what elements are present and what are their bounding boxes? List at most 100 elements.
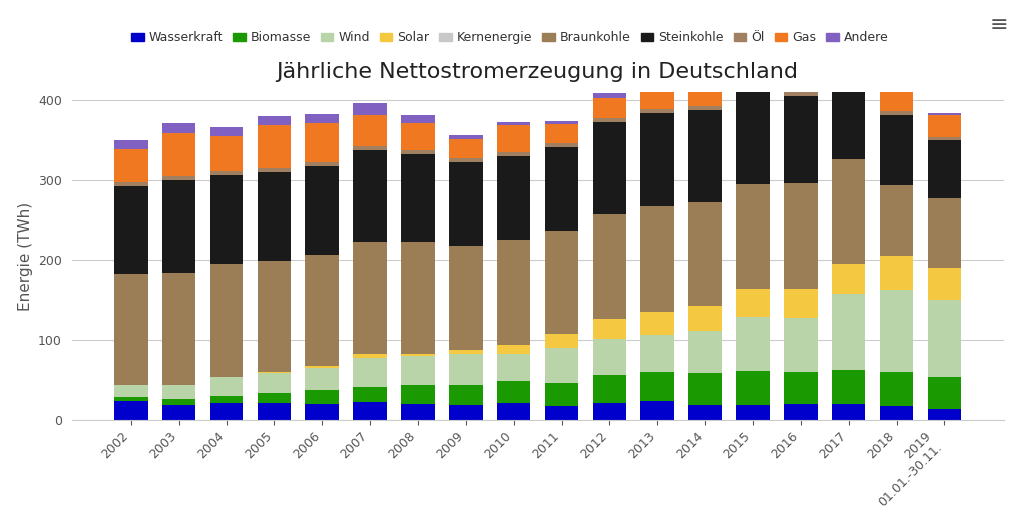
Bar [688, 110, 722, 202]
Bar [305, 366, 339, 368]
Bar [831, 89, 865, 159]
Bar [784, 71, 817, 75]
Bar [401, 404, 435, 420]
Bar [831, 404, 865, 420]
Bar [210, 396, 244, 403]
Bar [880, 87, 913, 90]
Bar [880, 372, 913, 406]
Bar [450, 350, 482, 354]
Bar [688, 81, 722, 84]
Bar [928, 268, 962, 300]
Bar [450, 135, 482, 139]
Bar [880, 115, 913, 185]
Bar [928, 137, 962, 140]
Bar [688, 202, 722, 306]
Bar [353, 357, 387, 387]
Bar [114, 386, 147, 397]
Bar [928, 377, 962, 409]
Bar [880, 290, 913, 372]
Bar [210, 127, 244, 136]
Bar [401, 386, 435, 404]
Bar [497, 156, 530, 240]
Text: ≡: ≡ [990, 15, 1009, 35]
Bar [640, 113, 674, 206]
Bar [401, 353, 435, 356]
Bar [784, 404, 817, 420]
Bar [831, 264, 865, 294]
Bar [114, 149, 147, 182]
Bar [497, 122, 530, 125]
Bar [450, 385, 482, 404]
Bar [593, 118, 626, 122]
Bar [736, 317, 770, 371]
Bar [640, 312, 674, 335]
Bar [162, 273, 196, 386]
Bar [258, 372, 291, 373]
Bar [162, 404, 196, 420]
Bar [928, 409, 962, 420]
Bar [593, 403, 626, 420]
Bar [880, 90, 913, 111]
Bar [688, 306, 722, 331]
Bar [640, 335, 674, 372]
Bar [784, 317, 817, 372]
Bar [401, 154, 435, 242]
Bar [688, 331, 722, 373]
Bar [593, 319, 626, 339]
Bar [736, 73, 770, 88]
Bar [784, 372, 817, 404]
Legend: Wasserkraft, Biomasse, Wind, Solar, Kernenergie, Braunkohle, Steinkohle, Öl, Gas: Wasserkraft, Biomasse, Wind, Solar, Kern… [126, 26, 893, 49]
Bar [353, 150, 387, 242]
Bar [545, 333, 579, 348]
Bar [401, 356, 435, 386]
Bar [688, 373, 722, 404]
Bar [497, 240, 530, 345]
Bar [736, 71, 770, 73]
Bar [545, 146, 579, 231]
Bar [450, 246, 482, 350]
Bar [210, 136, 244, 172]
Bar [640, 206, 674, 312]
Bar [114, 397, 147, 401]
Bar [497, 381, 530, 403]
Bar [497, 152, 530, 156]
Bar [450, 139, 482, 158]
Y-axis label: Energie (TWh): Energie (TWh) [17, 201, 33, 311]
Bar [784, 183, 817, 289]
Bar [258, 261, 291, 372]
Bar [258, 403, 291, 420]
Bar [401, 242, 435, 353]
Bar [162, 133, 196, 176]
Bar [210, 264, 244, 377]
Bar [784, 92, 817, 96]
Bar [258, 168, 291, 172]
Bar [353, 103, 387, 115]
Bar [258, 393, 291, 403]
Bar [305, 390, 339, 404]
Bar [688, 404, 722, 420]
Bar [831, 85, 865, 89]
Bar [593, 122, 626, 215]
Bar [545, 383, 579, 406]
Bar [928, 140, 962, 199]
Bar [162, 176, 196, 180]
Bar [162, 399, 196, 404]
Bar [401, 115, 435, 123]
Bar [736, 88, 770, 91]
Bar [831, 67, 865, 85]
Bar [928, 199, 962, 268]
Bar [258, 172, 291, 261]
Bar [545, 124, 579, 142]
Bar [784, 96, 817, 183]
Bar [210, 175, 244, 264]
Bar [353, 115, 387, 146]
Bar [784, 289, 817, 317]
Bar [450, 158, 482, 162]
Bar [640, 401, 674, 420]
Bar [688, 84, 722, 106]
Bar [880, 256, 913, 290]
Bar [114, 140, 147, 149]
Bar [640, 91, 674, 109]
Bar [640, 86, 674, 91]
Bar [545, 348, 579, 383]
